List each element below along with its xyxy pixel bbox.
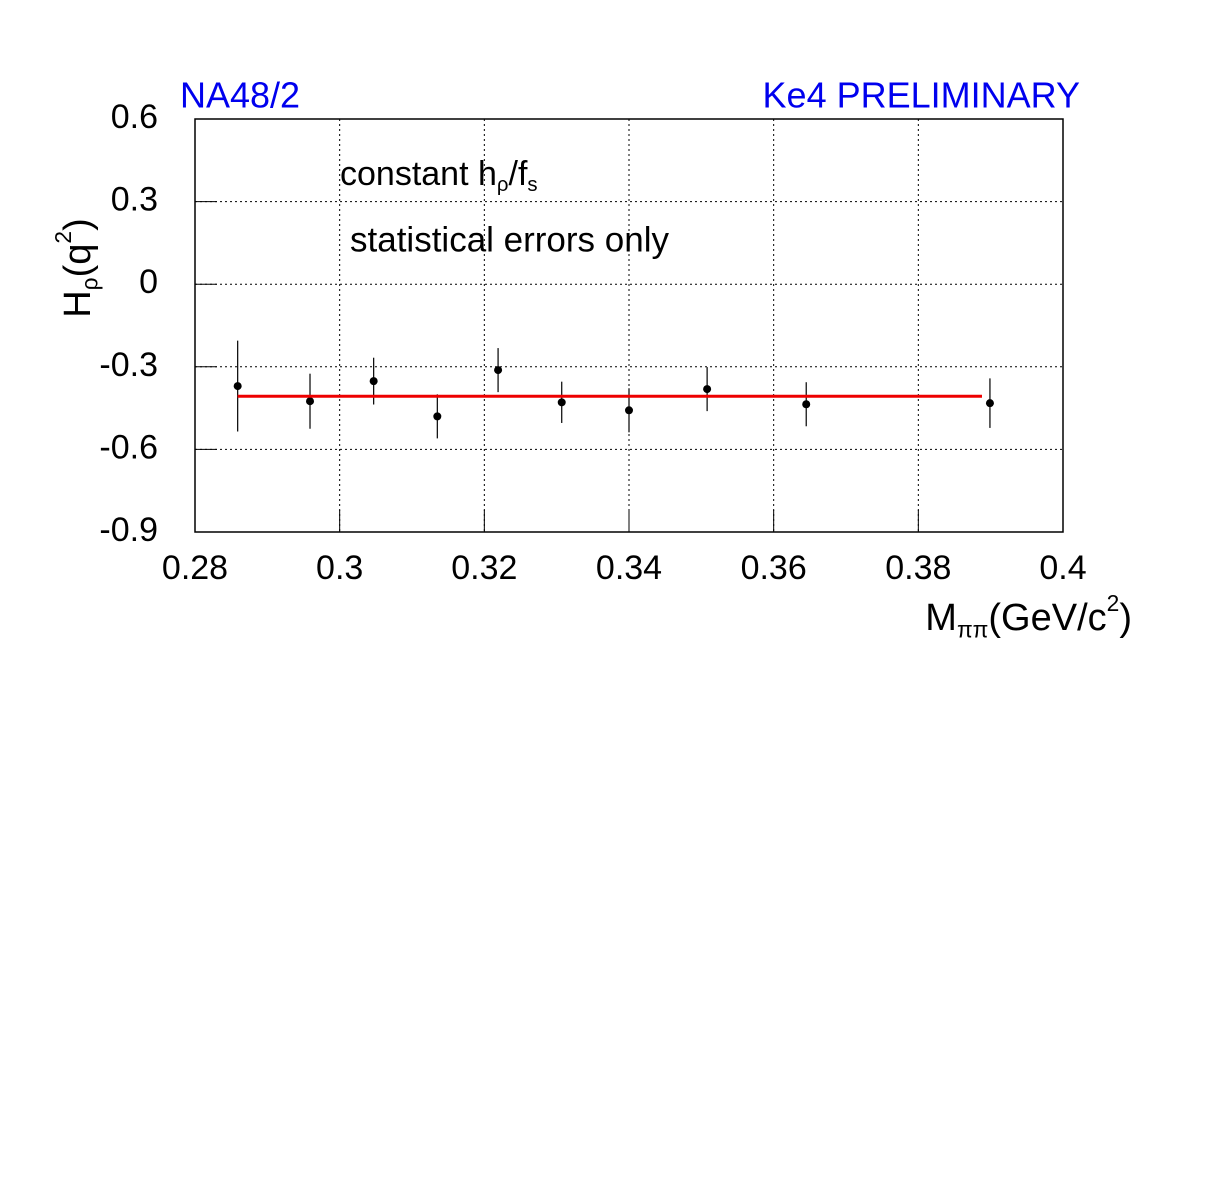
y-tick-label: -0.9: [99, 511, 158, 549]
title-left: NA48/2: [180, 75, 300, 116]
y-tick-label: -0.6: [99, 428, 158, 466]
data-point: [306, 397, 315, 406]
y-axis-label-part: (q: [57, 244, 99, 278]
annotation-part: /f: [509, 155, 528, 193]
x-axis-label-part: 2: [1107, 590, 1120, 616]
y-axis-label-part: 2: [50, 231, 76, 244]
y-tick-label: 0.3: [111, 181, 158, 219]
y-axis-label-part: H: [57, 290, 99, 317]
x-tick-label: 0.34: [596, 549, 662, 587]
data-point: [494, 366, 503, 375]
annotation-2: statistical errors only: [350, 220, 669, 259]
x-tick-label: 0.36: [741, 549, 807, 587]
y-tick-label: -0.3: [99, 346, 158, 384]
x-tick-label: 0.32: [451, 549, 517, 587]
annotation-part: constant h: [340, 155, 497, 193]
y-axis-label-part: ρ: [76, 277, 102, 290]
x-tick-label: 0.4: [1039, 549, 1086, 587]
y-tick-label: 0.6: [111, 98, 158, 136]
x-tick-label: 0.3: [316, 549, 363, 587]
x-tick-label: 0.38: [885, 549, 951, 587]
x-axis-label-part: ππ: [957, 616, 988, 642]
y-axis-label: Hρ(q2): [50, 218, 103, 318]
y-tick-label: 0: [139, 263, 158, 301]
y-axis-label-part: ): [57, 218, 99, 231]
data-point: [625, 406, 633, 415]
annotation-part: s: [527, 175, 537, 197]
annotation: constant hρ/fs: [340, 155, 538, 197]
title-right: Ke4 PRELIMINARY: [763, 75, 1080, 116]
data-point: [703, 385, 712, 394]
data-point: [557, 398, 566, 407]
x-axis-label-part: M: [925, 597, 957, 639]
data-point: [369, 377, 378, 386]
plot-frame: [194, 118, 1064, 533]
data-point: [802, 400, 811, 409]
x-axis-label-part: (GeV/c: [988, 597, 1106, 639]
x-axis-label-part: ): [1119, 597, 1132, 639]
x-tick-label: 0.28: [162, 549, 228, 587]
annotation-part: ρ: [497, 175, 509, 197]
data-point: [433, 412, 442, 421]
data-point: [985, 399, 994, 408]
data-point: [233, 382, 242, 391]
x-axis-label: Mππ(GeV/c2): [925, 590, 1132, 643]
